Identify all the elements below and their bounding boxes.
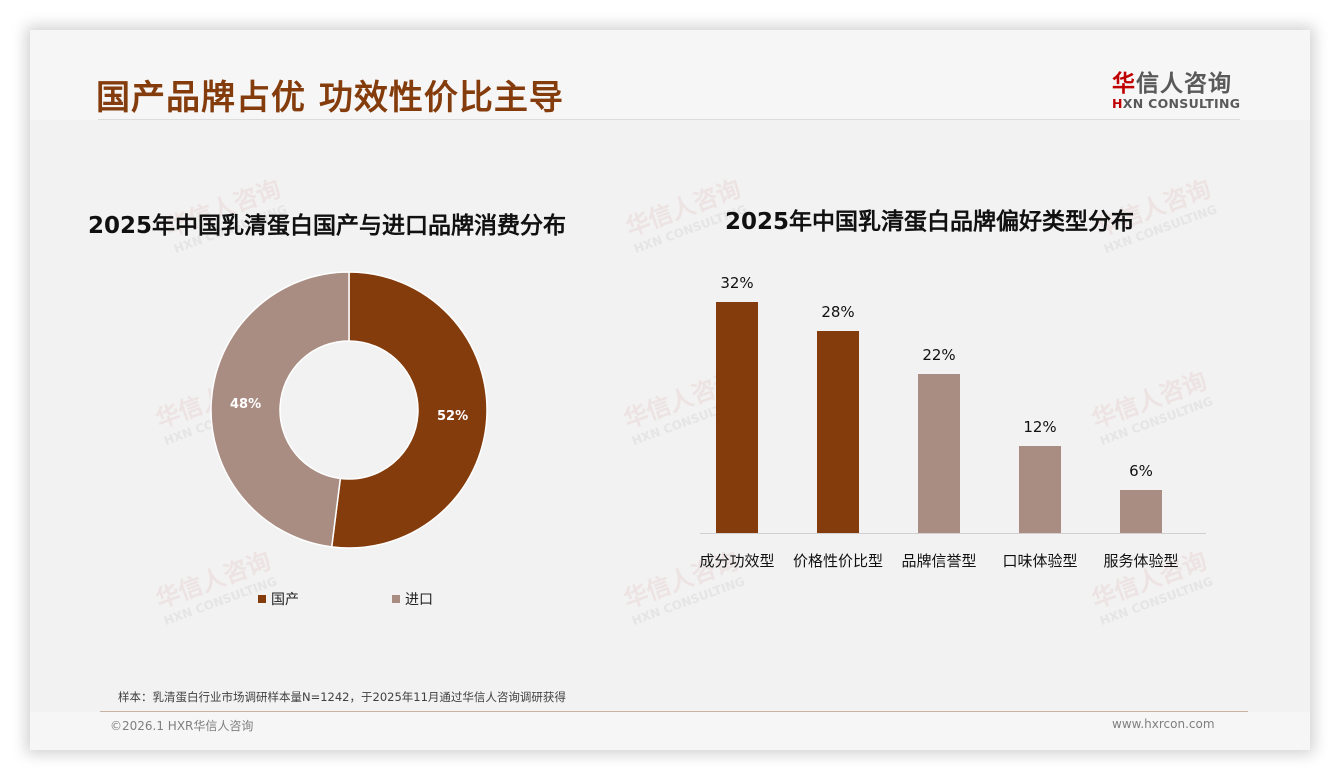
sample-note: 样本：乳清蛋白行业市场调研样本量N=1242，于2025年11月通过华信人咨询调… [118,690,566,704]
website-link[interactable]: www.hxrcon.com [1112,717,1215,731]
legend-label: 进口 [405,592,433,608]
donut-chart-title: 2025年中国乳清蛋白国产与进口品牌消费分布 [88,213,567,239]
bar-value-label: 12% [1023,418,1057,436]
footer-divider [100,711,1248,712]
bar-value-label: 22% [922,346,956,364]
bar [716,302,758,533]
donut-svg [210,271,488,549]
bar-value-label: 32% [720,274,754,292]
bar [1019,446,1061,533]
header-band [30,30,1310,120]
company-logo: 华信人咨询 HXN CONSULTING [1112,64,1262,112]
x-axis-category-label: 服务体验型 [1103,552,1179,570]
bar [1120,490,1162,533]
donut-slice-import [210,271,350,548]
logo-en-accent: H [1112,96,1123,111]
copyright: ©2026.1 HXR华信人咨询 [110,719,254,733]
page-title: 国产品牌占优 功效性价比主导 [96,78,564,118]
x-axis-category-label: 品牌信誉型 [901,552,977,570]
legend-swatch-domestic [258,595,266,603]
footer-band [30,712,1310,750]
logo-chinese-rest: 信人咨询 [1136,71,1232,97]
donut-chart [210,271,488,549]
logo-en-rest: XN CONSULTING [1122,96,1241,111]
logo-chinese: 华信人咨询 [1112,64,1262,98]
donut-slice-domestic [330,271,488,549]
donut-label-domestic: 52% [437,409,469,424]
logo-accent-char: 华 [1112,71,1136,97]
x-axis-category-label: 成分功效型 [699,552,775,570]
bar [817,331,859,533]
legend-item-domestic: 国产 [258,589,299,609]
x-axis-line [700,533,1206,534]
legend-swatch-import [392,595,400,603]
legend-label: 国产 [271,592,299,608]
donut-label-import: 48% [230,397,262,412]
logo-english: HXN CONSULTING [1112,96,1262,111]
bar-chart-title: 2025年中国乳清蛋白品牌偏好类型分布 [725,209,1135,235]
bar [918,374,960,533]
legend-item-import: 进口 [392,589,433,609]
header-divider [98,119,1240,120]
bar-value-label: 28% [821,303,855,321]
x-axis-category-label: 价格性价比型 [792,552,883,570]
slide: 国产品牌占优 功效性价比主导 华信人咨询 HXN CONSULTING 华信人咨… [30,30,1310,750]
x-axis-category-label: 口味体验型 [1002,552,1078,570]
bar-value-label: 6% [1129,462,1153,480]
